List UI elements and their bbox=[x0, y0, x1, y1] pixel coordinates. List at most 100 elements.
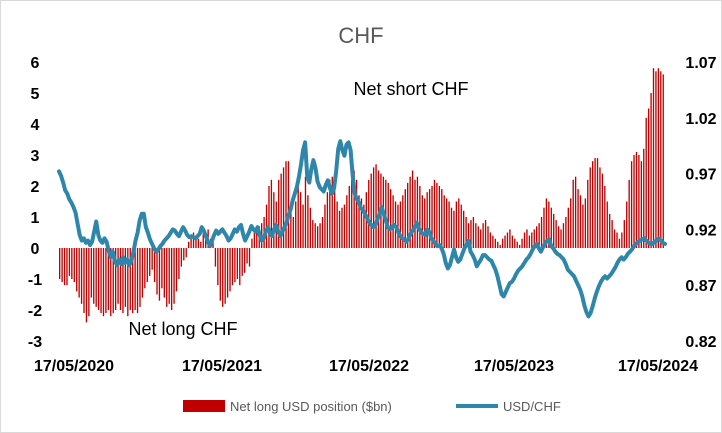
bar bbox=[570, 198, 572, 248]
bar bbox=[633, 155, 635, 248]
bar bbox=[375, 164, 377, 248]
left-tick-label: -3 bbox=[28, 334, 42, 351]
bar bbox=[270, 179, 273, 248]
bar bbox=[200, 241, 202, 248]
bar bbox=[436, 182, 438, 248]
bar bbox=[477, 226, 479, 248]
bar bbox=[290, 207, 292, 248]
bar bbox=[287, 161, 290, 248]
bar bbox=[523, 232, 526, 248]
bar bbox=[343, 204, 346, 248]
left-tick-label: 1 bbox=[31, 210, 40, 227]
bar bbox=[273, 192, 275, 248]
bar bbox=[652, 68, 655, 248]
bar bbox=[226, 248, 229, 298]
bar bbox=[124, 248, 127, 307]
bar bbox=[543, 207, 545, 248]
right-tick-label: 0.82 bbox=[685, 334, 716, 351]
bar bbox=[321, 217, 324, 248]
bar bbox=[268, 186, 270, 248]
legend-label-line: USD/CHF bbox=[503, 399, 561, 414]
bar bbox=[594, 158, 596, 248]
bar bbox=[433, 179, 436, 248]
bar bbox=[560, 229, 562, 248]
bar bbox=[114, 248, 117, 310]
bar bbox=[353, 170, 355, 248]
bar bbox=[316, 226, 319, 248]
bar bbox=[127, 248, 129, 317]
bar bbox=[567, 207, 569, 248]
bar bbox=[611, 220, 613, 248]
bar bbox=[484, 220, 487, 248]
bar bbox=[506, 232, 509, 248]
bar bbox=[638, 155, 640, 248]
x-tick-label: 17/05/2021 bbox=[182, 358, 262, 375]
left-tick-label: 4 bbox=[31, 117, 40, 134]
bar bbox=[572, 179, 574, 248]
bar bbox=[521, 238, 523, 248]
bar bbox=[173, 248, 175, 304]
bar bbox=[416, 176, 419, 248]
bar bbox=[528, 235, 531, 248]
bar bbox=[112, 248, 114, 314]
bar bbox=[107, 248, 110, 310]
bar bbox=[489, 232, 492, 248]
bar bbox=[562, 223, 565, 248]
bar bbox=[338, 210, 341, 248]
bar bbox=[455, 201, 458, 248]
bar bbox=[609, 213, 611, 248]
bar bbox=[411, 170, 414, 248]
bar bbox=[168, 248, 170, 304]
bar bbox=[492, 235, 494, 248]
legend-label-bars: Net long USD position ($bn) bbox=[230, 399, 392, 414]
bar bbox=[409, 176, 411, 248]
bar bbox=[102, 248, 105, 317]
x-tick-label: 17/05/2020 bbox=[34, 358, 114, 375]
bar bbox=[253, 232, 256, 248]
bar bbox=[151, 248, 153, 270]
usd-chf-line bbox=[57, 139, 667, 319]
bar bbox=[557, 226, 560, 248]
bar bbox=[312, 220, 314, 248]
bar bbox=[550, 207, 552, 248]
bar bbox=[531, 232, 533, 248]
bar bbox=[178, 248, 180, 279]
right-axis-ticks: 1.07 1.02 0.97 0.92 0.87 0.82 bbox=[685, 55, 716, 351]
bar bbox=[71, 248, 73, 279]
bar bbox=[392, 195, 394, 248]
bar bbox=[297, 186, 299, 248]
bar bbox=[351, 179, 353, 248]
bar bbox=[387, 182, 389, 248]
bar bbox=[326, 192, 329, 248]
bar bbox=[61, 248, 63, 283]
bar bbox=[548, 201, 550, 248]
bar bbox=[346, 195, 348, 248]
bar bbox=[132, 248, 134, 314]
bar bbox=[334, 182, 336, 248]
bar bbox=[78, 248, 80, 298]
bar bbox=[341, 207, 343, 248]
bar bbox=[591, 161, 594, 248]
bar bbox=[217, 248, 219, 286]
bar bbox=[282, 167, 285, 248]
bar bbox=[499, 244, 501, 248]
bar bbox=[604, 186, 606, 248]
bar bbox=[601, 173, 604, 248]
bar bbox=[183, 248, 185, 261]
bar bbox=[110, 248, 112, 317]
bar bbox=[93, 248, 95, 304]
bar bbox=[231, 248, 234, 286]
bar bbox=[662, 74, 664, 249]
bar bbox=[514, 238, 516, 248]
bar bbox=[533, 229, 535, 248]
bar bbox=[555, 220, 557, 248]
bar bbox=[195, 235, 197, 248]
bar bbox=[538, 223, 540, 248]
bar bbox=[59, 248, 61, 279]
bar bbox=[497, 241, 499, 248]
annotation-net-short: Net short CHF bbox=[353, 79, 468, 99]
bar bbox=[504, 235, 506, 248]
bar bbox=[426, 192, 428, 248]
